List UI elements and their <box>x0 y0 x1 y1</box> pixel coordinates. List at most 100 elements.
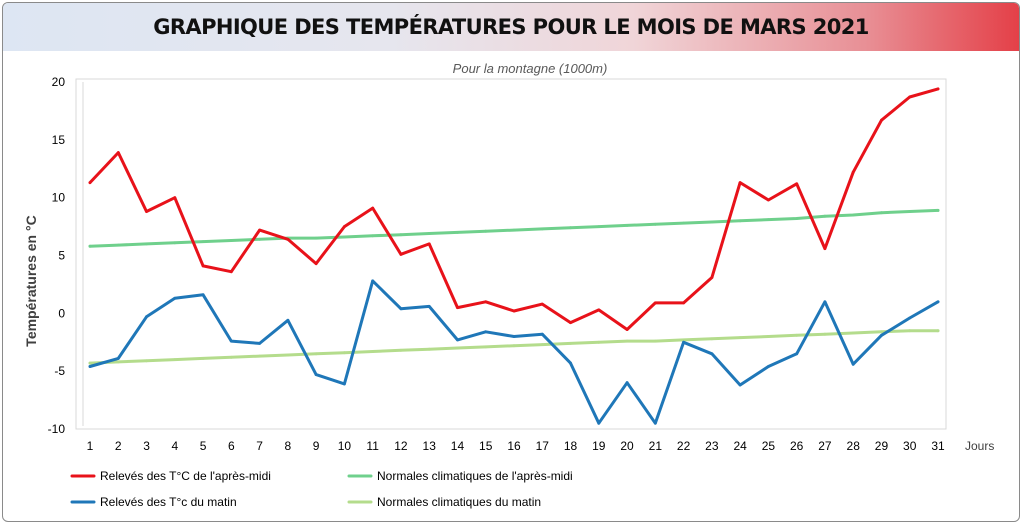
x-tick-label: 10 <box>338 439 352 453</box>
data-point-normale-matin <box>343 351 346 355</box>
x-tick-label: 4 <box>171 439 178 453</box>
data-point-normale-matin <box>314 352 318 356</box>
data-point-normale-matin <box>456 346 459 350</box>
data-point-normale-matin <box>427 347 431 351</box>
data-point-apres-midi <box>851 170 855 174</box>
data-point-apres-midi <box>908 95 912 99</box>
x-tick-label: 12 <box>394 439 408 453</box>
legend-label-apres-midi: Relevés des T°C de l'après-midi <box>100 469 271 483</box>
data-point-normale-matin <box>653 339 657 343</box>
data-point-apres-midi <box>286 237 290 241</box>
title-banner: GRAPHIQUE DES TEMPÉRATURES POUR LE MOIS … <box>3 3 1019 51</box>
x-axis: 1 2 3 4 5 6 7 8 9 10 11 12 13 14 15 16 17 18 19 20 21 22 23 24 2… <box>87 439 945 453</box>
x-tick-label: 7 <box>256 439 263 453</box>
x-tick-label: 26 <box>790 439 804 453</box>
data-point-apres-midi <box>653 301 657 305</box>
x-tick-label: 31 <box>931 439 945 453</box>
data-point-apres-midi <box>258 228 261 232</box>
data-point-normale-apres-midi <box>427 232 431 235</box>
data-point-normale-apres-midi <box>823 214 827 218</box>
x-tick-label: 19 <box>592 439 606 453</box>
data-point-normale-matin <box>286 353 290 357</box>
x-tick-label: 5 <box>200 439 207 453</box>
y-tick-label: 0 <box>58 306 65 320</box>
line-chart: Pour la montagne (1000m) -10 -5 0 5 10 15 20 1… <box>23 61 994 509</box>
data-point-apres-midi <box>116 151 120 155</box>
y-tick-label: 15 <box>52 133 66 147</box>
x-tick-label: 1 <box>87 439 94 453</box>
data-point-normale-matin <box>399 348 403 352</box>
data-point-matin <box>512 335 516 338</box>
data-point-normale-matin <box>540 343 544 346</box>
x-tick-label: 15 <box>479 439 493 453</box>
data-point-normale-apres-midi <box>682 221 685 225</box>
data-point-normale-apres-midi <box>767 218 770 222</box>
x-axis-unit-label: Jours <box>965 439 994 453</box>
data-point-apres-midi <box>936 87 940 91</box>
data-point-normale-matin <box>88 361 92 365</box>
data-point-matin <box>569 361 572 365</box>
y-tick-label: 10 <box>52 191 66 205</box>
data-point-matin <box>201 293 205 297</box>
data-point-apres-midi <box>343 225 346 229</box>
data-point-matin <box>371 279 375 283</box>
data-point-matin <box>682 340 685 344</box>
x-tick-label: 11 <box>366 439 379 453</box>
data-point-normale-apres-midi <box>201 240 205 244</box>
data-point-normale-apres-midi <box>173 241 177 245</box>
chart-title: GRAPHIQUE DES TEMPÉRATURES POUR LE MOIS … <box>153 15 869 39</box>
x-tick-label: 28 <box>847 439 861 453</box>
data-point-normale-apres-midi <box>116 243 120 247</box>
data-point-normale-apres-midi <box>908 210 912 213</box>
data-point-apres-midi <box>427 242 431 246</box>
data-point-normale-apres-midi <box>653 222 657 226</box>
data-point-apres-midi <box>484 300 488 304</box>
data-point-matin <box>286 318 290 322</box>
data-point-apres-midi <box>399 252 403 256</box>
data-point-normale-apres-midi <box>314 236 318 240</box>
data-point-normale-apres-midi <box>399 233 403 237</box>
x-tick-label: 2 <box>115 439 122 453</box>
data-point-apres-midi <box>767 198 770 202</box>
data-point-normale-matin <box>116 360 120 364</box>
data-point-normale-matin <box>484 345 488 349</box>
x-tick-label: 9 <box>313 439 320 453</box>
data-point-normale-matin <box>851 331 855 335</box>
data-point-normale-matin <box>371 350 375 353</box>
chart-subtitle: Pour la montagne (1000m) <box>453 61 608 76</box>
data-point-apres-midi <box>145 210 148 213</box>
data-point-normale-matin <box>710 337 714 341</box>
y-tick-label: 20 <box>52 75 66 89</box>
data-point-matin <box>427 305 431 308</box>
data-point-apres-midi <box>314 262 318 265</box>
data-point-apres-midi <box>710 276 714 279</box>
data-point-normale-apres-midi <box>343 235 346 239</box>
data-point-normale-apres-midi <box>597 225 601 229</box>
y-tick-label: -10 <box>48 422 66 436</box>
data-point-normale-matin <box>569 342 572 345</box>
data-point-matin <box>653 421 657 425</box>
data-point-matin <box>936 300 940 304</box>
data-point-normale-apres-midi <box>625 224 629 227</box>
data-point-apres-midi <box>229 270 233 274</box>
data-point-normale-apres-midi <box>371 234 375 238</box>
y-tick-label: -5 <box>54 364 65 378</box>
data-point-normale-matin <box>908 329 912 333</box>
data-point-normale-apres-midi <box>569 226 572 230</box>
data-point-matin <box>767 365 770 368</box>
data-point-normale-matin <box>823 332 827 336</box>
data-point-normale-apres-midi <box>145 242 148 246</box>
data-point-matin <box>823 300 827 304</box>
data-point-matin <box>795 352 799 356</box>
series-line-apres-midi <box>88 87 940 331</box>
data-point-apres-midi <box>371 206 375 210</box>
x-tick-label: 8 <box>285 439 292 453</box>
x-tick-label: 23 <box>705 439 719 453</box>
data-point-normale-matin <box>258 354 261 358</box>
y-axis: -10 -5 0 5 10 15 20 <box>48 75 66 436</box>
data-point-apres-midi <box>682 301 685 305</box>
data-point-normale-apres-midi <box>258 237 261 241</box>
data-point-matin <box>597 421 601 425</box>
data-point-apres-midi <box>569 321 572 324</box>
legend-label-normale-apres-midi: Normales climatiques de l'après-midi <box>377 469 573 483</box>
